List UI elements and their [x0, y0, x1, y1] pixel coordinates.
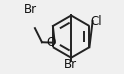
- Text: O: O: [46, 36, 56, 49]
- Text: Br: Br: [63, 58, 77, 71]
- Text: Cl: Cl: [90, 15, 102, 28]
- Text: Br: Br: [23, 3, 37, 16]
